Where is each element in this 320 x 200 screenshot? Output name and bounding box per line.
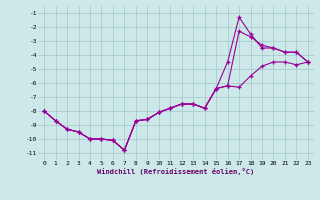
X-axis label: Windchill (Refroidissement éolien,°C): Windchill (Refroidissement éolien,°C) xyxy=(97,168,255,175)
